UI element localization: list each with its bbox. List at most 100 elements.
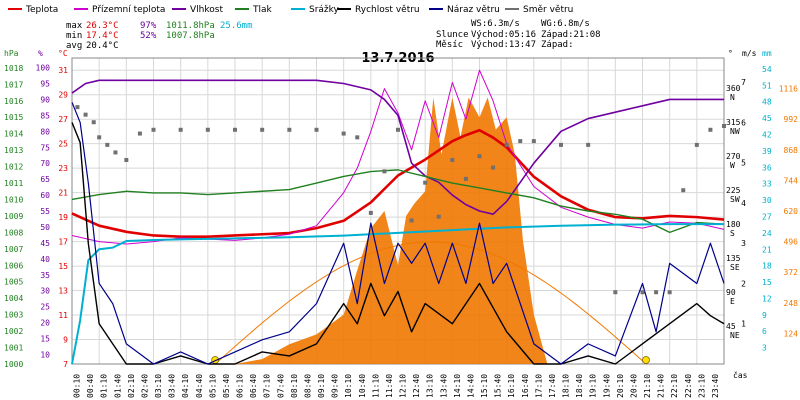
- pct-tick: 15: [40, 335, 50, 344]
- series-point-wind-direction: [368, 210, 373, 215]
- x-tick: 05:40: [222, 374, 231, 398]
- temp-tick: 31: [58, 66, 68, 75]
- x-tick: 18:10: [562, 374, 571, 398]
- x-tick: 01:10: [100, 374, 109, 398]
- x-tick: 04:10: [181, 374, 190, 398]
- series-point-wind-direction: [640, 290, 645, 295]
- x-tick: 00:40: [86, 374, 95, 398]
- dir-tick: S: [730, 229, 735, 238]
- legend-label: Přízemní teplota: [92, 5, 165, 15]
- series-line: [71, 122, 725, 365]
- ms-tick: 7: [741, 78, 746, 87]
- dir-tick: 270: [726, 152, 741, 161]
- x-tick: 05:10: [208, 374, 217, 398]
- wm2-tick: 992: [784, 115, 799, 124]
- series-point-wind-direction: [409, 218, 414, 223]
- dir-tick: W: [730, 161, 735, 170]
- series-point-wind-direction: [463, 176, 468, 181]
- mm-tick: 21: [762, 245, 772, 254]
- hpa-tick: 1009: [4, 212, 23, 221]
- x-tick: 23:10: [697, 374, 706, 398]
- series-point-wind-direction: [151, 127, 156, 132]
- stats-min-temp: 17.4°C: [86, 31, 119, 41]
- mm-tick: 18: [762, 262, 772, 271]
- series-point-wind-direction: [708, 127, 713, 132]
- hpa-tick: 1004: [4, 294, 23, 303]
- x-axis-label: čas: [733, 370, 748, 380]
- legend-label: Směr větru: [523, 5, 573, 15]
- wm2-tick: 124: [784, 329, 799, 338]
- series-point-wind-direction: [91, 120, 96, 125]
- series-point-wind-direction: [681, 188, 686, 193]
- pct-tick: 90: [40, 95, 50, 104]
- dir-tick: NE: [730, 331, 740, 340]
- wind-gust-stat: WG:6.8m/s: [541, 19, 590, 29]
- hpa-tick: 1012: [4, 163, 23, 172]
- temp-tick: 19: [58, 213, 68, 222]
- legend: Teplota Přízemní teplota Vlhkost Tlak Srážky…: [8, 5, 573, 15]
- x-tick: 03:10: [154, 374, 163, 398]
- x-tick: 01:40: [113, 374, 122, 398]
- mm-tick: 24: [762, 229, 772, 238]
- stats-avg-label: avg: [66, 41, 82, 51]
- ms-tick: 6: [741, 118, 746, 127]
- stats-min-label: min: [66, 31, 82, 41]
- pct-tick: 10: [40, 350, 50, 359]
- dir-tick: E: [730, 297, 735, 306]
- mm-tick: 30: [762, 196, 772, 205]
- wm2-tick: 868: [784, 146, 799, 155]
- series-point-wind-direction: [654, 290, 659, 295]
- hpa-tick: 1007: [4, 245, 23, 254]
- series-point-wind-direction: [722, 124, 726, 128]
- mm-tick: 6: [762, 327, 767, 336]
- x-tick: 19:10: [589, 374, 598, 398]
- x-tick: 04:40: [195, 374, 204, 398]
- temp-tick: 15: [58, 262, 68, 271]
- axis-unit: m/s: [742, 49, 757, 58]
- legend-label: Rychlost větru: [355, 5, 420, 15]
- ms-tick: 4: [741, 199, 746, 208]
- hpa-tick: 1005: [4, 278, 23, 287]
- hpa-tick: 1011: [4, 179, 23, 188]
- x-tick: 07:10: [263, 374, 272, 398]
- series-point-wind-direction: [436, 214, 441, 219]
- series-point-wind-direction: [287, 127, 292, 132]
- pct-tick: 45: [40, 239, 50, 248]
- hpa-tick: 1006: [4, 261, 23, 270]
- x-tick: 02:10: [127, 374, 136, 398]
- pct-tick: 40: [40, 255, 50, 264]
- wm2-tick: 496: [784, 238, 799, 247]
- mm-tick: 33: [762, 180, 772, 189]
- x-tick: 14:10: [453, 374, 462, 398]
- wm2-tick: 372: [784, 268, 799, 277]
- series-point-wind-direction: [105, 142, 110, 147]
- pct-tick: 95: [40, 80, 50, 89]
- series-point-wind-direction: [205, 127, 210, 132]
- axes: hPa% °C ° m/s mm1018101710161015101410131012…: [4, 49, 798, 398]
- stats-max-label: max: [66, 21, 83, 31]
- x-tick: 11:40: [385, 374, 394, 398]
- plot-area: [71, 69, 726, 365]
- ms-tick: 1: [741, 320, 746, 329]
- series-line: [71, 79, 724, 215]
- x-tick: 12:40: [412, 374, 421, 398]
- legend-label: Náraz větru: [447, 5, 500, 15]
- wind-speed-stat: WS:6.3m/s: [471, 19, 520, 29]
- pct-tick: 30: [40, 287, 50, 296]
- mm-tick: 12: [762, 294, 772, 303]
- x-tick: 20:10: [616, 374, 625, 398]
- stats-avg-temp: 20.4°C: [86, 41, 119, 51]
- mm-tick: 9: [762, 311, 767, 320]
- temp-tick: 9: [63, 336, 68, 345]
- temp-tick: 17: [58, 238, 68, 247]
- x-tick: 21:40: [657, 374, 666, 398]
- x-tick: 08:10: [290, 374, 299, 398]
- hpa-tick: 1016: [4, 97, 23, 106]
- pct-tick: 55: [40, 207, 50, 216]
- series-point-wind-direction: [518, 139, 523, 144]
- series-point-wind-direction: [559, 142, 563, 147]
- series-point-wind-direction: [531, 139, 536, 144]
- hpa-tick: 1008: [4, 228, 23, 237]
- hpa-tick: 1018: [4, 64, 23, 73]
